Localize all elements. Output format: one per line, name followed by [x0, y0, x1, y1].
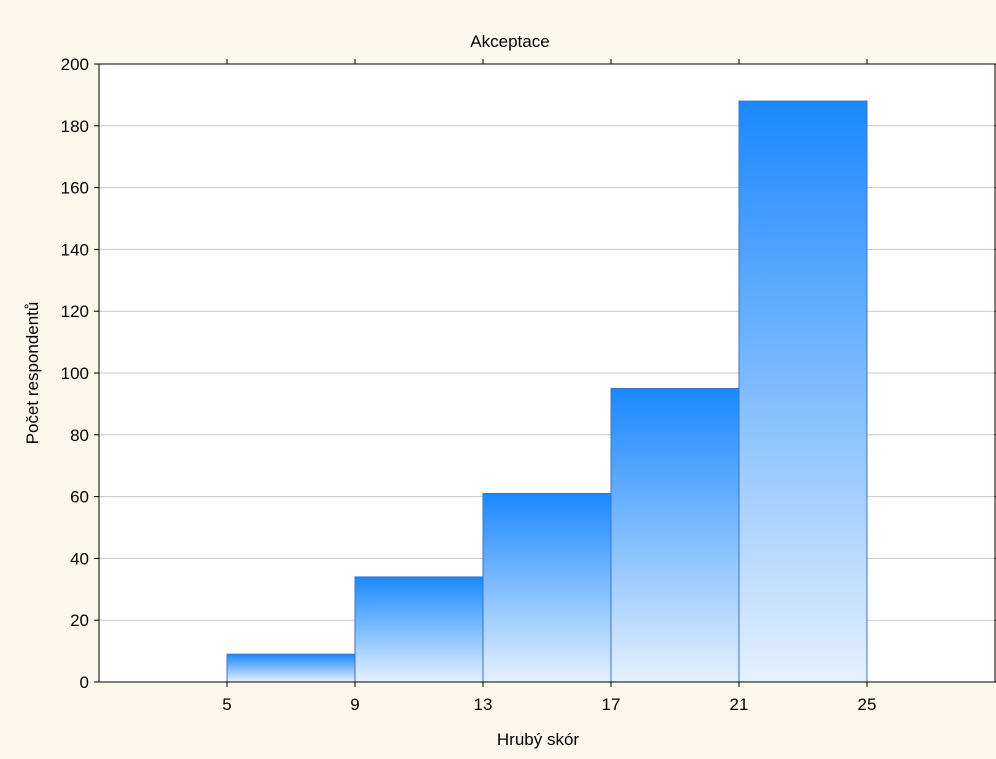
y-tick-label: 180: [61, 117, 89, 136]
y-tick-label: 160: [61, 179, 89, 198]
y-tick-label: 40: [70, 549, 89, 568]
y-tick-label: 20: [70, 611, 89, 630]
y-tick-label: 80: [70, 426, 89, 445]
histogram-bar-1: [226, 653, 356, 683]
y-axis-label: Počet respondentů: [23, 302, 42, 445]
x-tick-labels: 5 9 13 17 21 25: [222, 695, 876, 714]
x-axis-label: Hrubý skór: [497, 730, 580, 749]
y-tick-label: 200: [61, 55, 89, 74]
x-tick-label: 25: [858, 695, 877, 714]
x-tick-label: 9: [350, 695, 359, 714]
y-tick-label: 140: [61, 240, 89, 259]
x-tick-label: 5: [222, 695, 231, 714]
y-tick-label: 120: [61, 302, 89, 321]
histogram-bar-5: [738, 100, 868, 683]
y-tick-label: 60: [70, 488, 89, 507]
chart-title: Akceptace: [470, 32, 549, 51]
x-tick-label: 21: [730, 695, 749, 714]
histogram-bar-4: [610, 387, 740, 683]
histogram-bar-2: [354, 576, 484, 683]
y-tick-label: 100: [61, 364, 89, 383]
x-tick-label: 13: [474, 695, 493, 714]
y-tick-labels: 0 20 40 60 80 100 120 140 160 180 200: [61, 55, 89, 692]
x-tick-label: 17: [602, 695, 621, 714]
bars: [226, 100, 868, 683]
histogram-bar-3: [482, 493, 612, 683]
y-tick-label: 0: [80, 673, 89, 692]
